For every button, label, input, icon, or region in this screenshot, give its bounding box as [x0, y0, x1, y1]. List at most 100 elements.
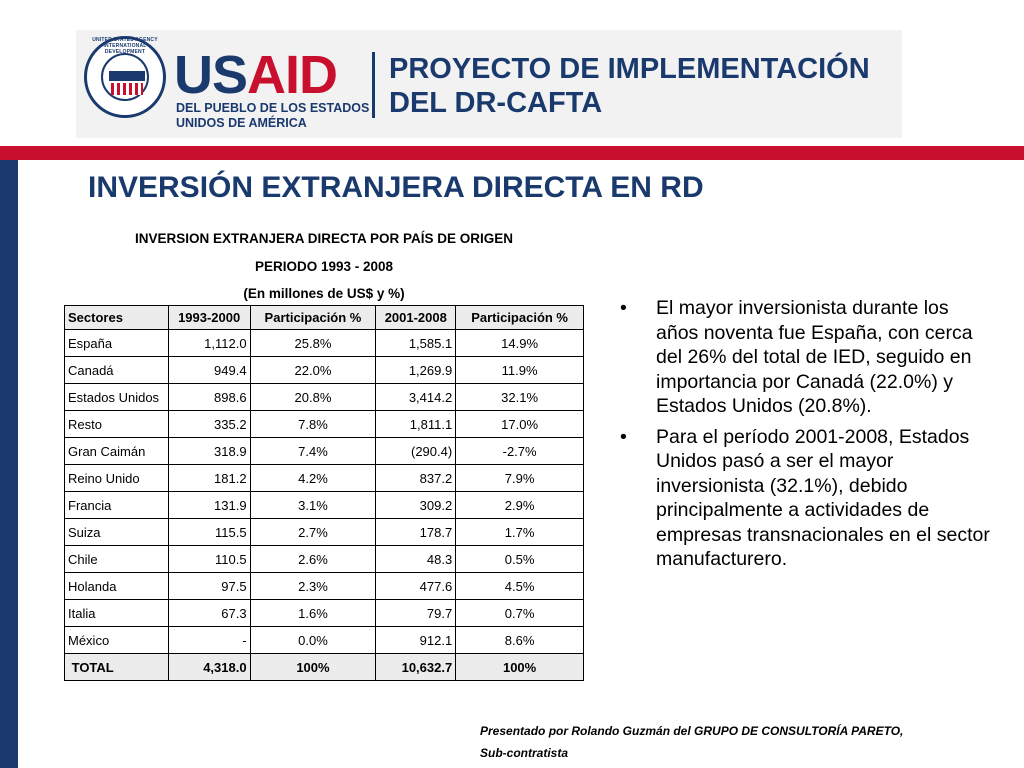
- table-caption-period: PERIODO 1993 - 2008: [254, 259, 394, 274]
- value-cell: 837.2: [375, 464, 457, 492]
- column-header: 1993-2000: [167, 305, 251, 330]
- value-cell: 4.5%: [455, 572, 584, 600]
- bullet-text: Para el período 2001-2008, Estados Unido…: [656, 425, 990, 571]
- logo-divider: [372, 52, 375, 118]
- credits-line2: Sub-contratista: [480, 746, 569, 760]
- country-cell: Gran Caimán: [64, 437, 169, 465]
- column-header: Participación %: [249, 305, 377, 330]
- value-cell: 7.9%: [455, 464, 584, 492]
- value-cell: 2.7%: [249, 518, 377, 546]
- value-cell: 1,585.1: [375, 329, 457, 357]
- value-cell: 1.6%: [249, 599, 377, 627]
- value-cell: 14.9%: [455, 329, 584, 357]
- value-cell: 48.3: [375, 545, 457, 573]
- table-row: Francia 131.9 3.1% 309.2 2.9%: [64, 491, 584, 519]
- value-cell: 110.5: [167, 545, 251, 573]
- total-value-cell: 100%: [455, 653, 584, 681]
- country-cell: Suiza: [64, 518, 169, 546]
- project-title-line1: PROYECTO DE IMPLEMENTACIÓN: [389, 53, 870, 85]
- table-total-row: TOTAL 4,318.0 100% 10,632.7 100%: [64, 653, 584, 681]
- usaid-tagline-line2: UNIDOS DE AMÉRICA: [176, 116, 307, 130]
- country-cell: México: [64, 626, 169, 654]
- value-cell: 1,269.9: [375, 356, 457, 384]
- table-header-row: Sectores 1993-2000 Participación % 2001-…: [64, 305, 584, 330]
- value-cell: 131.9: [167, 491, 251, 519]
- value-cell: 97.5: [167, 572, 251, 600]
- bullet-text: El mayor inversionista durante los años …: [656, 297, 973, 417]
- bullet-list: • El mayor inversionista durante los años…: [614, 296, 994, 578]
- value-cell: 8.6%: [455, 626, 584, 654]
- country-cell: España: [64, 329, 169, 357]
- logo-banner: UNITED STATES AGENCY INTERNATIONAL DEVEL…: [76, 30, 902, 138]
- value-cell: 79.7: [375, 599, 457, 627]
- red-divider-band: [0, 146, 1024, 160]
- country-cell: Italia: [64, 599, 169, 627]
- value-cell: 25.8%: [249, 329, 377, 357]
- table-row: Suiza 115.5 2.7% 178.7 1.7%: [64, 518, 584, 546]
- country-cell: Canadá: [64, 356, 169, 384]
- value-cell: 0.7%: [455, 599, 584, 627]
- value-cell: 32.1%: [455, 383, 584, 411]
- value-cell: -2.7%: [455, 437, 584, 465]
- value-cell: 67.3: [167, 599, 251, 627]
- value-cell: 477.6: [375, 572, 457, 600]
- value-cell: 898.6: [167, 383, 251, 411]
- value-cell: -: [167, 626, 251, 654]
- value-cell: 22.0%: [249, 356, 377, 384]
- usaid-tagline: DEL PUEBLO DE LOS ESTADOS UNIDOS DE AMÉR…: [176, 101, 369, 131]
- value-cell: 7.8%: [249, 410, 377, 438]
- value-cell: 1,112.0: [167, 329, 251, 357]
- left-navy-bar: [0, 160, 18, 768]
- table-row: Italia 67.3 1.6% 79.7 0.7%: [64, 599, 584, 627]
- header: UNITED STATES AGENCY INTERNATIONAL DEVEL…: [0, 0, 1024, 150]
- table-row: Reino Unido 181.2 4.2% 837.2 7.9%: [64, 464, 584, 492]
- country-cell: Resto: [64, 410, 169, 438]
- value-cell: (290.4): [375, 437, 457, 465]
- country-cell: Reino Unido: [64, 464, 169, 492]
- country-cell: Chile: [64, 545, 169, 573]
- investment-table: Sectores 1993-2000 Participación % 2001-…: [64, 305, 584, 681]
- value-cell: 949.4: [167, 356, 251, 384]
- seal-label: UNITED STATES AGENCY INTERNATIONAL DEVEL…: [92, 37, 158, 55]
- country-cell: Francia: [64, 491, 169, 519]
- bullet-marker: •: [620, 425, 627, 448]
- value-cell: 17.0%: [455, 410, 584, 438]
- table-caption-units: (En millones de US$ y %): [243, 286, 405, 301]
- table-row: Holanda 97.5 2.3% 477.6 4.5%: [64, 572, 584, 600]
- value-cell: 4.2%: [249, 464, 377, 492]
- column-header: 2001-2008: [375, 305, 457, 330]
- value-cell: 11.9%: [455, 356, 584, 384]
- bullet-marker: •: [620, 297, 627, 319]
- value-cell: 0.0%: [249, 626, 377, 654]
- value-cell: 1,811.1: [375, 410, 457, 438]
- table-row: México -0.0% 912.1 8.6%: [64, 626, 584, 654]
- usaid-seal-icon: UNITED STATES AGENCY INTERNATIONAL DEVEL…: [84, 36, 166, 118]
- value-cell: 912.1: [375, 626, 457, 654]
- value-cell: 3.1%: [249, 491, 377, 519]
- usaid-wordmark-text: USAID: [174, 45, 338, 105]
- table-row: España 1,112.0 25.8% 1,585.1 14.9%: [64, 329, 584, 357]
- value-cell: 309.2: [375, 491, 457, 519]
- value-cell: 0.5%: [455, 545, 584, 573]
- credits-line1: Presentado por Rolando Guzmán del GRUPO …: [480, 724, 904, 738]
- total-value-cell: 10,632.7: [375, 653, 457, 681]
- value-cell: 115.5: [167, 518, 251, 546]
- seal-stripes: [111, 83, 143, 95]
- value-cell: 181.2: [167, 464, 251, 492]
- seal-band: [109, 71, 145, 81]
- total-label-cell: TOTAL: [64, 653, 169, 681]
- value-cell: 20.8%: [249, 383, 377, 411]
- table-row: Chile 110.5 2.6% 48.3 0.5%: [64, 545, 584, 573]
- column-header: Sectores: [64, 305, 169, 330]
- value-cell: 335.2: [167, 410, 251, 438]
- table-row: Gran Caimán 318.9 7.4% (290.4) -2.7%: [64, 437, 584, 465]
- table-caption-title: INVERSION EXTRANJERA DIRECTA POR PAÍS DE…: [134, 231, 514, 246]
- credits: Presentado por Rolando Guzmán del GRUPO …: [480, 720, 903, 764]
- value-cell: 318.9: [167, 437, 251, 465]
- bullet-item: • Para el período 2001-2008, Estados Unid…: [614, 425, 994, 572]
- value-cell: 2.3%: [249, 572, 377, 600]
- slide-title: INVERSIÓN EXTRANJERA DIRECTA EN RD: [88, 171, 704, 204]
- usaid-tagline-line1: DEL PUEBLO DE LOS ESTADOS: [176, 101, 370, 115]
- project-title-line2: DEL DR-CAFTA: [389, 87, 603, 119]
- seal-inner: [101, 53, 149, 101]
